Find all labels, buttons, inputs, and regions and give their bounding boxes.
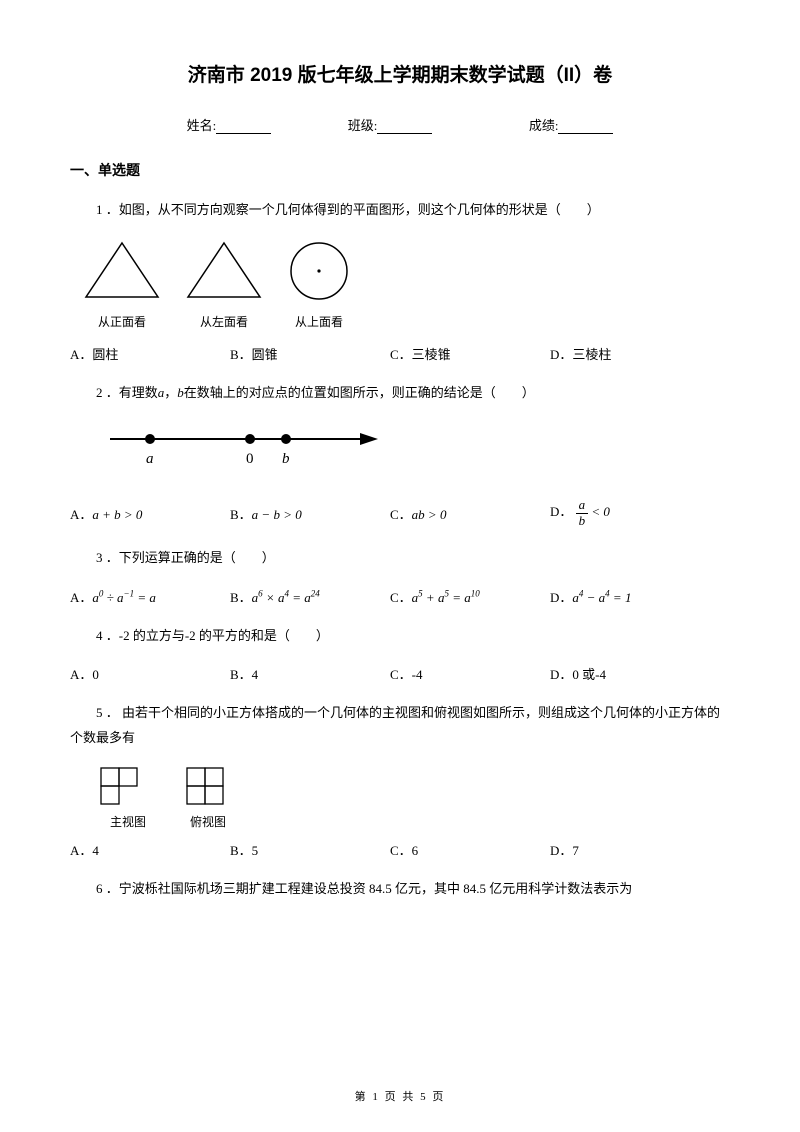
q2-d-num: a — [576, 498, 589, 513]
score-blank — [558, 120, 613, 134]
q1-stem: 1 ．如图，从不同方向观察一个几何体得到的平面图形，则这个几何体的形状是（ ） — [70, 198, 730, 223]
q5-top-view-label: 俯视图 — [186, 813, 230, 830]
q2-options: A．a + b > 0 B．a − b > 0 C．ab > 0 D． ab <… — [70, 498, 730, 528]
q3-a-math: a0 ÷ a−1 = a — [92, 590, 156, 605]
q1-fig-top-label: 从上面看 — [284, 313, 354, 330]
q1-options: A．圆柱 B．圆锥 C．三棱锥 D．三棱柱 — [70, 344, 730, 363]
triangle-left-icon — [182, 239, 266, 305]
q5-options: A．4 B．5 C．6 D．7 — [70, 840, 730, 859]
name-label: 姓名: — [187, 115, 217, 134]
q1-fig-left-label: 从左面看 — [182, 313, 266, 330]
q2-stem-pre: 2 ．有理数 — [96, 385, 158, 400]
q2-option-b: B．a − b > 0 — [230, 504, 390, 523]
q3-options: A．a0 ÷ a−1 = a B．a6 × a4 = a24 C．a5 + a5… — [70, 587, 730, 606]
svg-text:0: 0 — [246, 451, 254, 467]
class-blank — [377, 120, 432, 134]
q2-d-frac: ab — [576, 498, 589, 528]
q3-option-b: B．a6 × a4 = a24 — [230, 587, 390, 606]
q4-options: A．0 B．4 C．-4 D．0 或-4 — [70, 664, 730, 683]
q3-option-c: C．a5 + a5 = a10 — [390, 587, 550, 606]
q5-figures: 主视图 俯视图 — [100, 767, 730, 830]
q2-option-d: D． ab < 0 — [550, 498, 710, 528]
q2-option-c: C．ab > 0 — [390, 504, 550, 523]
q4-option-a: A．0 — [70, 664, 230, 683]
q1-fig-front-label: 从正面看 — [80, 313, 164, 330]
q4-option-d: D．0 或-4 — [550, 664, 710, 683]
triangle-front-icon — [80, 239, 164, 305]
q2-c-math: ab > 0 — [412, 507, 447, 522]
name-blank — [216, 120, 271, 134]
q2-d-post: < 0 — [591, 504, 610, 519]
q1-option-c: C．三棱锥 — [390, 344, 550, 363]
q3-option-d: D．a4 − a4 = 1 — [550, 587, 710, 606]
q3-c-pre: C． — [390, 590, 412, 605]
q2-stem: 2 ．有理数a，b在数轴上的对应点的位置如图所示，则正确的结论是（ ） — [70, 381, 730, 406]
q2-a-pre: A． — [70, 507, 92, 522]
q3-d-math: a4 − a4 = 1 — [572, 590, 631, 605]
q5-top-view: 俯视图 — [186, 767, 230, 830]
q2-b-math: a − b > 0 — [252, 507, 302, 522]
q5-option-a: A．4 — [70, 840, 230, 859]
q4-option-c: C．-4 — [390, 664, 550, 683]
q3-stem: 3 ．下列运算正确的是（ ） — [70, 546, 730, 571]
q5-main-view: 主视图 — [100, 767, 156, 830]
main-view-icon — [100, 767, 156, 807]
q1-option-d: D．三棱柱 — [550, 344, 710, 363]
numberline-icon: a 0 b — [100, 421, 390, 476]
circle-top-icon — [284, 239, 354, 305]
q3-c-math: a5 + a5 = a10 — [412, 590, 480, 605]
q1-fig-top: 从上面看 — [284, 239, 354, 330]
q2-a-math: a + b > 0 — [92, 507, 142, 522]
q1-option-b: B．圆锥 — [230, 344, 390, 363]
q2-stem-mid: ， — [164, 385, 177, 400]
q3-d-pre: D． — [550, 590, 572, 605]
q2-b-pre: B． — [230, 507, 252, 522]
svg-text:b: b — [282, 451, 290, 467]
q4-option-b: B．4 — [230, 664, 390, 683]
q6-stem: 6 ．宁波栎社国际机场三期扩建工程建设总投资 84.5 亿元，其中 84.5 亿… — [70, 877, 730, 902]
q5-option-c: C．6 — [390, 840, 550, 859]
q2-c-pre: C． — [390, 507, 412, 522]
q3-option-a: A．a0 ÷ a−1 = a — [70, 587, 230, 606]
q1-fig-left: 从左面看 — [182, 239, 266, 330]
section-heading: 一、单选题 — [70, 160, 730, 180]
q2-option-a: A．a + b > 0 — [70, 504, 230, 523]
q1-fig-front: 从正面看 — [80, 239, 164, 330]
q1-option-a: A．圆柱 — [70, 344, 230, 363]
q3-b-math: a6 × a4 = a24 — [252, 590, 320, 605]
q5-stem: 5 ． 由若干个相同的小正方体搭成的一个几何体的主视图和俯视图如图所示，则组成这… — [70, 701, 730, 750]
page-title: 济南市 2019 版七年级上学期期末数学试题（II）卷 — [70, 60, 730, 87]
q3-a-pre: A． — [70, 590, 92, 605]
top-view-icon — [186, 767, 230, 807]
q2-stem-post: 在数轴上的对应点的位置如图所示，则正确的结论是（ ） — [184, 385, 535, 400]
q1-figures: 从正面看 从左面看 从上面看 — [80, 239, 730, 330]
q2-d-den: b — [576, 514, 589, 528]
class-label: 班级: — [348, 115, 378, 134]
q5-main-view-label: 主视图 — [100, 813, 156, 830]
q4-stem: 4 ．-2 的立方与-2 的平方的和是（ ） — [70, 624, 730, 649]
score-label: 成绩: — [529, 115, 559, 134]
q2-d-pre: D． — [550, 504, 572, 519]
q5-option-d: D．7 — [550, 840, 710, 859]
page-footer: 第 1 页 共 5 页 — [0, 1088, 800, 1104]
q5-option-b: B．5 — [230, 840, 390, 859]
info-row: 姓名: 班级: 成绩: — [70, 115, 730, 134]
svg-text:a: a — [146, 451, 154, 467]
q3-b-pre: B． — [230, 590, 252, 605]
q2-numberline: a 0 b — [100, 421, 730, 480]
